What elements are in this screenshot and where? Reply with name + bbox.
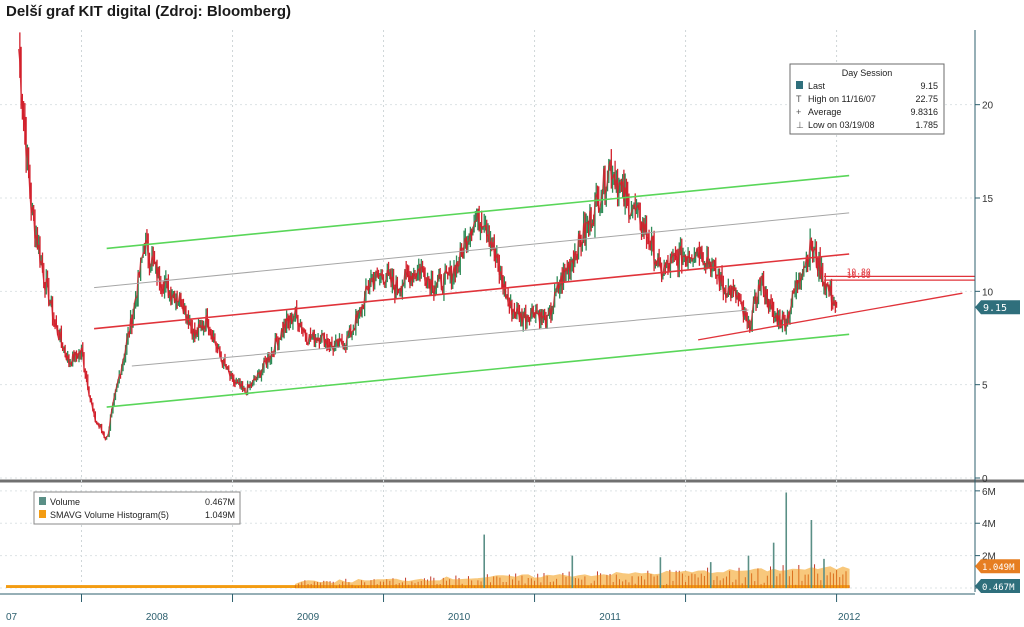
price-tick-label: 0 — [982, 474, 988, 485]
price-tick-label: 5 — [982, 381, 988, 392]
volume-badge — [975, 579, 1020, 593]
legend-entry-value: 9.15 — [920, 81, 938, 91]
trendline-red-support — [698, 292, 963, 341]
x-tick-label: 2009 — [297, 612, 320, 623]
legend-swatch — [39, 497, 46, 505]
trendline-upper-channel — [106, 174, 850, 250]
volume-tick-label: 2M — [982, 552, 996, 563]
volume-legend-value: 1.049M — [205, 510, 235, 520]
legend-entry-value: 9.8316 — [910, 107, 938, 117]
legend-swatch — [39, 510, 46, 518]
legend: Day Session Last 9.15 T High on 11/16/07 22.7… — [33, 63, 945, 525]
perp-icon: ⊥ — [796, 120, 804, 130]
price-level-label: 10.60 — [847, 271, 871, 280]
volume-badge — [975, 559, 1020, 574]
page-title: Delší graf KIT digital (Zdroj: Bloomberg… — [6, 3, 291, 20]
x-tick-label: 2010 — [448, 612, 471, 623]
x-tick-label: 2011 — [599, 612, 621, 623]
volume-tick-label: 4M — [982, 519, 996, 530]
legend-entry-label: High on 11/16/07 — [808, 94, 876, 104]
price-level-label: 10.80 — [847, 267, 871, 276]
axes: 10.8010.600510152002M4M6M072008200920102… — [0, 30, 1020, 623]
volume-badge-label: 0.467M — [982, 583, 1015, 593]
price-tick-label: 15 — [982, 194, 994, 205]
square-icon — [796, 81, 803, 89]
legend-header: Day Session — [842, 68, 893, 78]
last-price-badge-label: 9.15 — [983, 303, 1007, 314]
legend-entry-value: 1.785 — [915, 120, 938, 130]
price-tick-label: 10 — [982, 287, 994, 298]
price-tick-label: 20 — [982, 101, 994, 112]
trendline-mid-lower — [131, 309, 749, 367]
x-tick-label: 2008 — [146, 612, 169, 623]
t-icon: T — [796, 94, 802, 104]
volume-legend-label: Volume — [50, 497, 80, 507]
price-line — [18, 49, 837, 441]
price-panel — [18, 32, 975, 441]
volume-legend-value: 0.467M — [205, 497, 235, 507]
volume-panel — [6, 492, 850, 589]
x-tick-label: 2012 — [838, 612, 861, 623]
trendline-mid-upper — [94, 212, 850, 289]
trendline-lower-channel — [106, 333, 850, 408]
volume-badge-label: 1.049M — [982, 563, 1015, 573]
last-price-badge — [975, 300, 1020, 315]
x-tick-label: 07 — [6, 612, 18, 623]
trendline-red-trend — [94, 253, 850, 330]
legend-entry-value: 22.75 — [915, 94, 938, 104]
volume-legend-box — [33, 491, 241, 525]
plus-icon: + — [796, 107, 801, 117]
legend-entry-label: Low on 03/19/08 — [808, 120, 875, 130]
volume-tick-label: 6M — [982, 487, 996, 498]
legend-entry-label: Average — [808, 107, 841, 117]
legend-entry-label: Last — [808, 81, 826, 91]
volume-legend-label: SMAVG Volume Histogram(5) — [50, 510, 169, 520]
price-legend-box — [789, 63, 945, 135]
